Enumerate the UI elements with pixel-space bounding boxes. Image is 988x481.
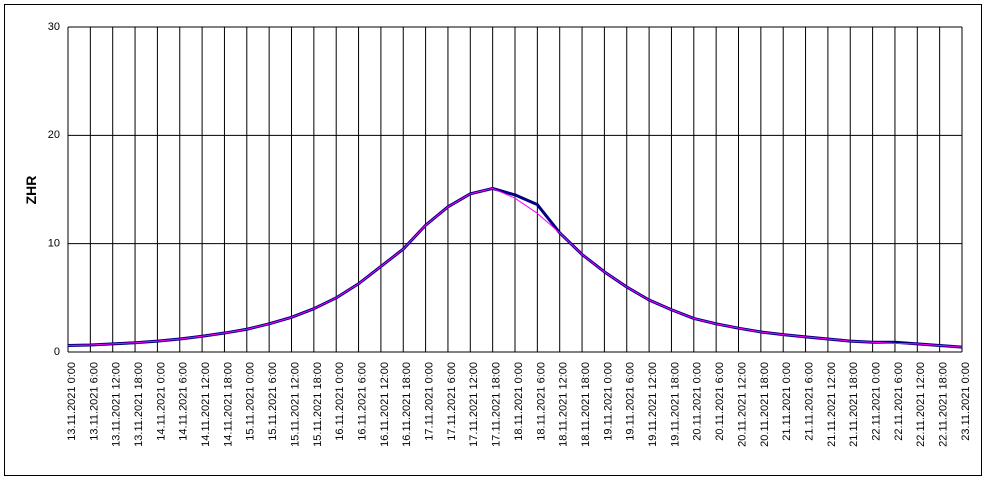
series-line: [67, 187, 963, 348]
x-tick-label: 22.11.2021 0:00: [871, 362, 883, 441]
x-tick-label: 16.11.2021 0:00: [334, 362, 346, 441]
x-tick-label: 16.11.2021 6:00: [356, 362, 368, 441]
x-tick-label: 14.11.2021 0:00: [155, 362, 167, 441]
x-tick-label: 15.11.2021 0:00: [245, 362, 257, 441]
x-tick-label: 23.11.2021 0:00: [960, 362, 972, 441]
x-tick-label: 15.11.2021 6:00: [267, 362, 279, 441]
x-tick-label: 13.11.2021 12:00: [111, 362, 123, 447]
x-tick-label: 19.11.2021 6:00: [625, 362, 637, 441]
x-tick-label: 17.11.2021 18:00: [491, 362, 503, 447]
x-tick-label: 19.11.2021 12:00: [647, 362, 659, 447]
y-axis-label: ZHR: [23, 176, 39, 205]
x-tick-label: 15.11.2021 18:00: [312, 362, 324, 447]
x-tick-label: 21.11.2021 12:00: [826, 362, 838, 447]
x-tick-label: 18.11.2021 0:00: [513, 362, 525, 441]
x-tick-label: 20.11.2021 12:00: [736, 362, 748, 447]
x-tick-label: 21.11.2021 18:00: [848, 362, 860, 447]
x-tick-label: 22.11.2021 18:00: [938, 362, 950, 447]
y-tick-label: 10: [48, 238, 60, 250]
y-tick-label: 20: [48, 129, 60, 141]
x-tick-label: 14.11.2021 18:00: [222, 362, 234, 447]
x-tick-label: 13.11.2021 6:00: [88, 362, 100, 441]
x-tick-label: 21.11.2021 6:00: [803, 362, 815, 441]
x-tick-label: 22.11.2021 6:00: [893, 362, 905, 441]
chart-border: [4, 4, 982, 476]
x-tick-label: 14.11.2021 6:00: [178, 362, 190, 441]
x-tick-label: 18.11.2021 6:00: [535, 362, 547, 441]
x-tick-label: 16.11.2021 18:00: [401, 362, 413, 447]
x-tick-label: 20.11.2021 18:00: [759, 362, 771, 447]
x-tick-label: 20.11.2021 6:00: [714, 362, 726, 441]
x-tick-label: 13.11.2021 18:00: [133, 362, 145, 447]
x-tick-label: 19.11.2021 0:00: [602, 362, 614, 441]
y-tick-label: 0: [54, 346, 60, 358]
x-tick-label: 22.11.2021 12:00: [915, 362, 927, 447]
x-tick-label: 17.11.2021 0:00: [424, 362, 436, 441]
x-tick-label: 16.11.2021 12:00: [379, 362, 391, 447]
x-tick-label: 21.11.2021 0:00: [781, 362, 793, 441]
x-tick-label: 18.11.2021 12:00: [558, 362, 570, 447]
x-tick-label: 17.11.2021 12:00: [468, 362, 480, 447]
y-tick-label: 30: [48, 21, 60, 33]
x-tick-label: 13.11.2021 0:00: [66, 362, 78, 441]
x-tick-label: 15.11.2021 12:00: [289, 362, 301, 447]
x-tick-label: 19.11.2021 18:00: [669, 362, 681, 447]
x-tick-label: 20.11.2021 0:00: [692, 362, 704, 441]
x-tick-label: 14.11.2021 12:00: [200, 362, 212, 447]
x-tick-label: 17.11.2021 6:00: [446, 362, 458, 441]
x-tick-label: 18.11.2021 18:00: [580, 362, 592, 447]
